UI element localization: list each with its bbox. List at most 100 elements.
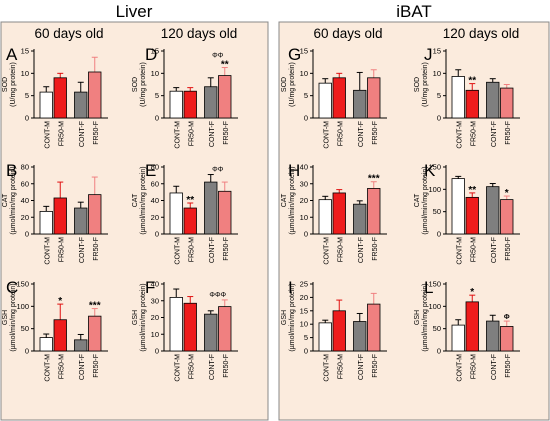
chart-K: K CAT (µmol/min/mg protein) 0 50 100 150 CONT-M…	[414, 161, 520, 265]
y-axis-label-units: (µmol/min/mg protein)	[289, 283, 296, 351]
bar-fr50-f	[88, 194, 102, 235]
y-tick-label: 5	[304, 91, 308, 100]
significance-marker: ***	[89, 301, 101, 312]
y-axis-label-units: (µmol/min/mg protein)	[422, 283, 429, 351]
bar-fr50-m	[465, 196, 479, 235]
y-tick-label: 40	[21, 196, 29, 205]
bar-cont-f	[353, 89, 367, 119]
x-tick-label: CONT-F	[358, 237, 365, 263]
y-tick-label: 0	[437, 230, 441, 239]
y-axis-label-units: (µmol/min/mg protein)	[289, 166, 296, 234]
group-significance-marker: ΦΦ	[212, 53, 224, 60]
y-axis-label: SOD	[2, 77, 9, 92]
y-tick-label: 100	[16, 302, 29, 311]
chart-E: E CAT (µmol/min/mg protein) 0 20 40 60 80 CONT-M…	[132, 161, 238, 265]
panel-letter: A	[6, 45, 18, 64]
panel-letter: C	[6, 278, 18, 297]
x-tick-label: FR50-F	[93, 354, 100, 378]
x-tick-label: CONT-F	[209, 354, 216, 380]
x-tick-label: CONT-F	[79, 121, 86, 147]
ibat-group-120: 120 days old	[443, 26, 520, 41]
chart-J: J SOD (U/mg protein) 0 5 10 15 CONT-M ** FR50-M CO…	[414, 45, 520, 149]
bar-fr50-f	[88, 71, 102, 119]
x-tick-label: CONT-F	[209, 121, 216, 147]
x-tick-label: FR50-M	[188, 354, 195, 379]
chart-F: F GSH (µmol/min/mg protein) 0 10 20 30 40 CONT-M…	[132, 278, 238, 382]
y-tick-label: 10	[21, 69, 29, 78]
x-tick-label: FR50-F	[372, 121, 379, 145]
y-tick-label: 10	[151, 69, 159, 78]
chart-D: D SOD (U/mg protein) 0 5 10 15 CONT-M FR50-M CONT…	[132, 45, 238, 149]
y-tick-label: 0	[437, 347, 441, 356]
y-tick-label: 40	[151, 196, 159, 205]
panel-letter: J	[424, 45, 433, 64]
y-axis-label-units: (U/mg protein)	[140, 62, 147, 107]
bar-fr50-m	[332, 77, 346, 119]
panel-letter: K	[424, 161, 436, 180]
y-tick-label: 50	[433, 207, 441, 216]
y-axis-label-units: (µmol/min/mg protein)	[422, 166, 429, 234]
x-tick-label: CONT-M	[323, 121, 330, 149]
y-tick-label: 0	[155, 114, 159, 123]
bar-fr50-m	[53, 197, 67, 235]
x-tick-label: FR50-F	[223, 121, 230, 145]
y-tick-label: 20	[300, 293, 308, 302]
bar-fr50-m	[465, 89, 479, 119]
x-tick-label: CONT-F	[491, 354, 498, 380]
x-tick-label: FR50-M	[188, 237, 195, 262]
y-tick-label: 0	[155, 230, 159, 239]
x-tick-label: FR50-M	[58, 354, 65, 379]
bar-fr50-f	[367, 77, 381, 119]
x-tick-label: FR50-F	[505, 237, 512, 261]
y-tick-label: 20	[21, 213, 29, 222]
y-tick-label: 5	[304, 333, 308, 342]
bar-fr50-m	[183, 302, 197, 352]
chart-G: G SOD (U/mg protein) 0 5 10 15 CONT-M FR50-M CONT…	[281, 45, 387, 149]
y-tick-label: 5	[155, 91, 159, 100]
group-significance-marker: ΦΦ	[212, 167, 224, 174]
y-tick-label: 30	[151, 296, 159, 305]
x-tick-label: FR50-M	[337, 121, 344, 146]
x-tick-label: CONT-M	[456, 354, 463, 382]
y-axis-label: CAT	[2, 193, 9, 207]
significance-marker: Φ	[504, 314, 510, 321]
y-axis-label: GSH	[414, 310, 421, 325]
y-axis-label-units: (U/mg protein)	[422, 62, 429, 107]
bar-fr50-f	[88, 315, 102, 352]
bar-cont-f	[74, 207, 88, 235]
x-tick-label: CONT-M	[44, 121, 51, 149]
y-tick-label: 60	[151, 179, 159, 188]
y-tick-label: 10	[300, 320, 308, 329]
bar-cont-f	[486, 81, 500, 119]
y-axis-label: SOD	[281, 77, 288, 92]
x-tick-label: CONT-F	[209, 237, 216, 263]
x-tick-label: CONT-F	[79, 237, 86, 263]
bar-cont-f	[486, 186, 500, 235]
y-tick-label: 0	[155, 347, 159, 356]
x-tick-label: CONT-F	[358, 354, 365, 380]
y-axis-label: SOD	[414, 77, 421, 92]
y-tick-label: 0	[25, 347, 29, 356]
y-tick-label: 50	[433, 324, 441, 333]
bar-cont-m	[169, 192, 183, 235]
y-tick-label: 0	[304, 347, 308, 356]
x-tick-label: FR50-M	[337, 237, 344, 262]
panel-letter: L	[424, 278, 433, 297]
bar-cont-m	[451, 324, 465, 352]
y-axis-label: GSH	[2, 310, 9, 325]
x-tick-label: FR50-M	[58, 121, 65, 146]
bar-fr50-m	[53, 319, 67, 352]
x-tick-label: FR50-M	[337, 354, 344, 379]
chart-L: L GSH (µmol/min/mg protein) 0 50 100 150 CONT-M…	[414, 278, 520, 382]
significance-marker: **	[468, 76, 476, 87]
x-tick-label: CONT-M	[44, 237, 51, 265]
bar-fr50-m	[183, 90, 197, 119]
liver-group-120: 120 days old	[161, 26, 238, 41]
x-tick-label: CONT-M	[323, 237, 330, 265]
x-tick-label: CONT-M	[174, 237, 181, 265]
significance-marker: *	[505, 188, 509, 199]
significance-marker: **	[221, 60, 229, 71]
x-tick-label: CONT-F	[491, 121, 498, 147]
x-tick-label: FR50-M	[470, 237, 477, 262]
